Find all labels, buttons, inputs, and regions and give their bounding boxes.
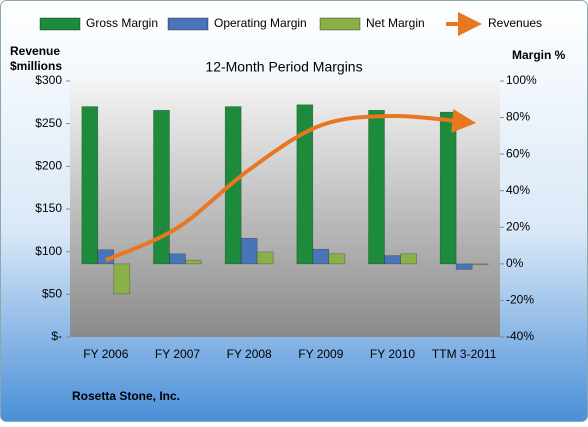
y2-tick-label: 100% <box>506 73 537 87</box>
y-tick-label: $200 <box>35 159 62 173</box>
bar <box>153 109 170 265</box>
y2-tick-label: -20% <box>506 293 534 307</box>
chart-title: 12-Month Period Margins <box>205 59 362 75</box>
legend-label: Operating Margin <box>214 16 307 30</box>
bar <box>169 253 186 265</box>
y-tick-label: $150 <box>35 201 62 215</box>
y2-tick-label: 20% <box>506 219 530 233</box>
bar <box>455 263 473 270</box>
legend-label: Net Margin <box>366 16 425 30</box>
x-tick-label: FY 2009 <box>298 347 343 361</box>
legend-label: Revenues <box>488 16 542 30</box>
y2-axis-title: Margin % <box>512 48 566 62</box>
legend-label: Gross Margin <box>86 16 158 30</box>
x-tick-label: FY 2008 <box>227 347 272 361</box>
bar <box>439 111 457 265</box>
legend-swatch <box>39 17 81 31</box>
bar <box>368 109 385 265</box>
y2-tick-label: 40% <box>506 183 530 197</box>
bar <box>384 255 401 265</box>
line <box>105 109 477 263</box>
y2-tick-label: 60% <box>506 146 530 160</box>
bar <box>113 263 131 295</box>
y-axis-title: Revenue <box>10 44 60 58</box>
y-tick-label: $250 <box>35 116 62 130</box>
x-tick-label: FY 2006 <box>83 347 128 361</box>
y-tick-label: $- <box>51 329 62 343</box>
x-tick-label: TTM 3-2011 <box>432 347 497 361</box>
bar <box>240 237 258 265</box>
y2-tick-label: 80% <box>506 110 530 124</box>
bar <box>400 253 417 265</box>
bar <box>328 253 346 265</box>
y-tick-label: $50 <box>42 287 62 301</box>
x-tick-label: FY 2007 <box>155 347 200 361</box>
bar <box>81 106 99 265</box>
bar <box>312 248 330 265</box>
bar <box>185 259 202 265</box>
y-tick-label: $300 <box>35 73 62 87</box>
legend-swatch <box>167 17 209 31</box>
x-tick-label: FY 2010 <box>370 347 415 361</box>
bar <box>256 251 274 265</box>
y2-tick-label: 0% <box>506 256 524 270</box>
legend-swatch <box>319 17 361 31</box>
bar <box>471 263 489 266</box>
y-tick-label: $100 <box>35 244 62 258</box>
plot-area <box>70 81 500 337</box>
bar <box>224 106 242 265</box>
bar <box>296 104 314 265</box>
y2-tick-label: -40% <box>506 329 534 343</box>
footer: Rosetta Stone, Inc. <box>72 389 180 403</box>
y-axis-title: $millions <box>10 59 62 73</box>
